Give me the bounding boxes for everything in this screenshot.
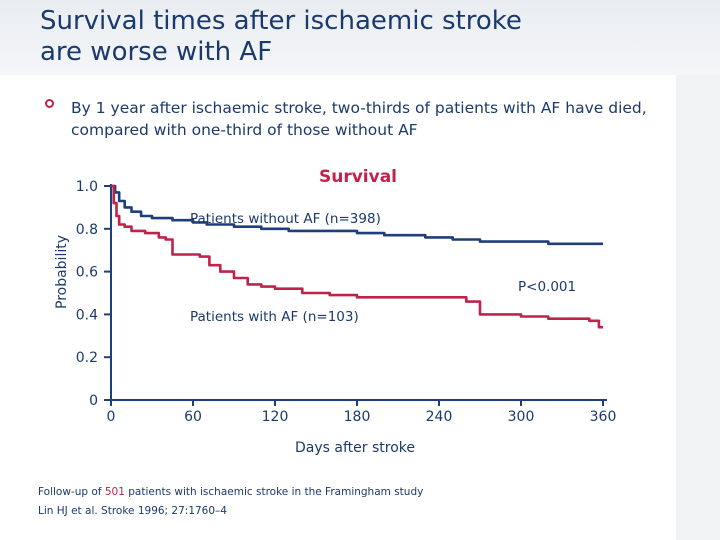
slide-title: Survival times after ischaemic stroke ar…: [40, 6, 660, 68]
y-tick-label: 0.4: [76, 307, 98, 323]
y-tick-label: 0.8: [76, 222, 98, 238]
y-tick-label: 0.6: [76, 265, 98, 281]
bullet-icon: [45, 99, 54, 108]
x-tick-label: 300: [508, 409, 535, 425]
x-tick-label: 0: [107, 409, 116, 425]
x-tick-label: 240: [426, 409, 453, 425]
bullet-text: By 1 year after ischaemic stroke, two-th…: [71, 99, 647, 139]
x-tick-label: 180: [344, 409, 371, 425]
title-line-1: Survival times after ischaemic stroke: [40, 6, 522, 36]
footnote-post: patients with ischaemic stroke in the Fr…: [124, 486, 424, 498]
footnote: Follow-up of 501 patients with ischaemic…: [38, 483, 598, 521]
x-tick-label: 360: [590, 409, 617, 425]
survival-curve-no-af: [111, 184, 603, 246]
y-tick-label: 1.0: [76, 179, 98, 195]
title-line-2: are worse with AF: [40, 37, 273, 67]
x-tick-label: 60: [184, 409, 202, 425]
series-label-no-af: Patients without AF (n=398): [190, 211, 381, 227]
y-tick-label: 0: [89, 393, 98, 409]
patient-count: 501: [104, 486, 125, 498]
chart-title: Survival: [319, 167, 397, 187]
p-value-annotation: P<0.001: [518, 279, 576, 295]
y-axis-label: Probability: [54, 235, 70, 309]
x-tick-label: 120: [262, 409, 289, 425]
header-band: [0, 0, 720, 75]
series-label-af: Patients with AF (n=103): [190, 309, 359, 325]
footnote-line-1: Follow-up of 501 patients with ischaemic…: [38, 483, 598, 502]
y-tick-label: 0.2: [76, 350, 98, 366]
footnote-pre: Follow-up of: [38, 486, 105, 498]
footnote-line-2: Lin HJ et al. Stroke 1996; 27:1760–4: [38, 505, 227, 517]
survival-curve-af: [111, 184, 603, 329]
side-band: [676, 75, 720, 540]
x-axis-label: Days after stroke: [295, 440, 415, 456]
